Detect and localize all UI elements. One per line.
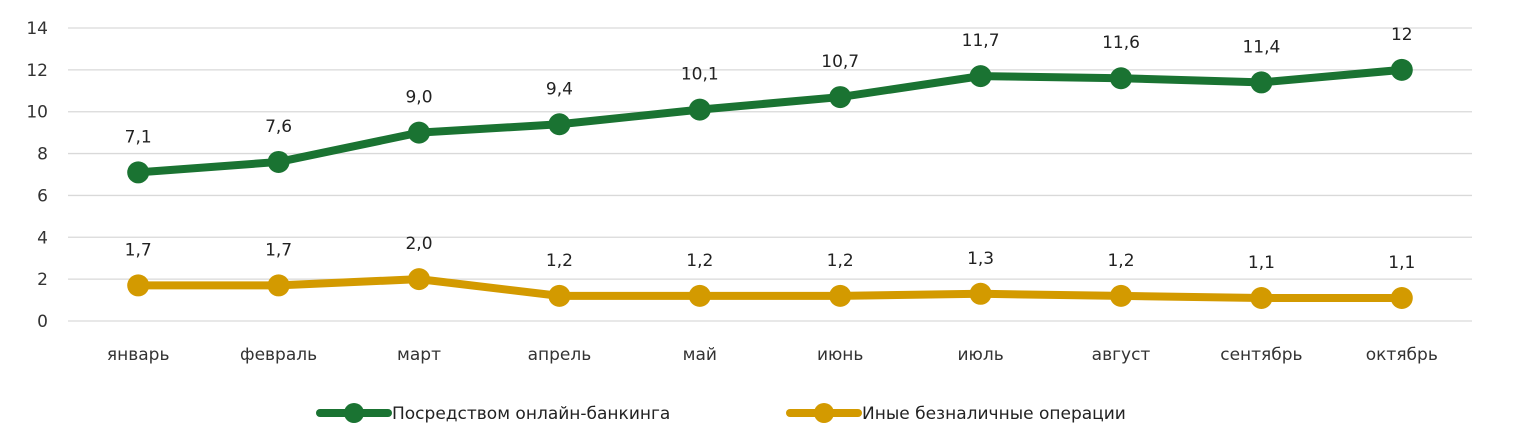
data-label: 10,1 [681, 65, 719, 85]
series-line [138, 275, 1402, 302]
data-label: 12 [1391, 25, 1413, 45]
legend-marker-point [814, 403, 834, 423]
data-point [408, 268, 430, 291]
data-point [829, 284, 852, 307]
data-label: 1,3 [967, 249, 994, 269]
data-point [127, 274, 150, 297]
data-label: 11,6 [1102, 33, 1140, 53]
x-tick-label: июль [957, 345, 1003, 365]
y-tick-label: 14 [26, 19, 48, 39]
data-point [267, 274, 290, 297]
data-point [969, 282, 992, 305]
data-label: 11,7 [962, 31, 1000, 51]
data-point [688, 98, 711, 121]
data-label: 1,7 [265, 240, 292, 260]
data-point [127, 161, 150, 184]
data-label: 10,7 [821, 52, 859, 72]
x-tick-label: октябрь [1366, 345, 1438, 365]
legend-marker-point [344, 403, 364, 423]
data-point [1390, 286, 1413, 309]
data-point [548, 284, 571, 307]
y-tick-label: 12 [26, 61, 48, 81]
data-point [267, 150, 290, 173]
x-tick-label: январь [107, 345, 170, 365]
data-point [969, 65, 992, 88]
data-point [1250, 71, 1273, 94]
y-tick-label: 0 [37, 312, 48, 332]
y-tick-label: 6 [37, 186, 48, 206]
data-point [829, 86, 852, 109]
y-tick-label: 8 [37, 145, 48, 165]
data-label: 9,0 [405, 88, 432, 108]
x-tick-label: май [683, 345, 717, 365]
data-label: 1,2 [827, 251, 854, 271]
data-label: 7,1 [125, 127, 152, 147]
x-tick-label: июнь [817, 345, 864, 365]
data-label: 1,2 [1107, 251, 1134, 271]
series-line [137, 65, 1403, 177]
y-tick-label: 10 [26, 103, 48, 123]
data-label: 2,0 [405, 234, 432, 254]
data-point [408, 121, 430, 144]
data-point [548, 113, 571, 136]
data-point [1250, 286, 1273, 309]
data-label: 9,4 [546, 79, 573, 99]
data-label: 1,1 [1248, 253, 1275, 273]
x-tick-label: февраль [240, 345, 317, 365]
legend-label: Иные безналичные операции [862, 404, 1126, 424]
data-label: 11,4 [1242, 37, 1280, 57]
data-point [688, 284, 711, 307]
x-tick-label: сентябрь [1220, 345, 1302, 365]
data-label: 1,2 [686, 251, 713, 271]
data-label: 1,7 [125, 240, 152, 260]
y-tick-label: 4 [37, 228, 48, 248]
x-tick-label: апрель [528, 345, 592, 365]
x-tick-label: март [397, 345, 441, 365]
data-point [1110, 284, 1132, 307]
data-label: 7,6 [265, 117, 292, 137]
legend-label: Посредством онлайн-банкинга [392, 404, 670, 424]
data-point [1390, 58, 1413, 81]
x-tick-label: август [1092, 345, 1151, 365]
y-tick-label: 2 [37, 270, 48, 290]
data-label: 1,1 [1388, 253, 1415, 273]
data-label: 1,2 [546, 251, 573, 271]
data-point [1110, 67, 1132, 90]
